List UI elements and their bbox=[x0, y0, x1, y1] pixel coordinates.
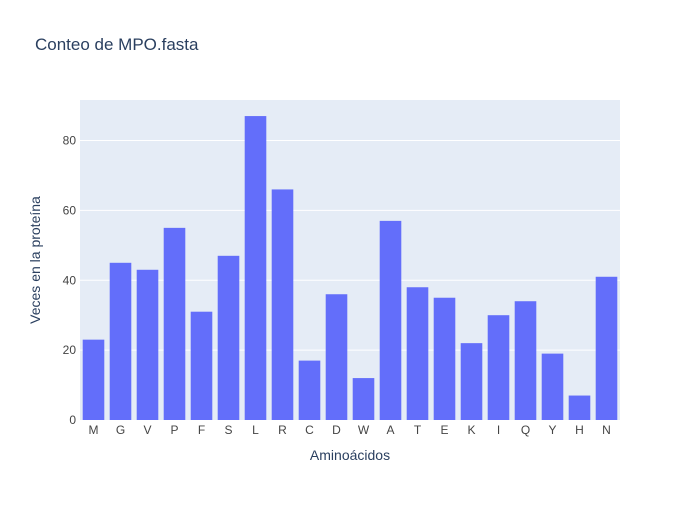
bar-Q[interactable] bbox=[514, 301, 537, 420]
x-tick-label-H: H bbox=[575, 423, 584, 437]
bar-E[interactable] bbox=[433, 297, 456, 420]
bar-K[interactable] bbox=[460, 343, 483, 420]
y-axis-title: Veces en la proteína bbox=[27, 196, 43, 324]
x-tick-label-L: L bbox=[252, 423, 259, 437]
bar-Y[interactable] bbox=[541, 353, 564, 420]
x-tick-label-V: V bbox=[143, 423, 151, 437]
bar-T[interactable] bbox=[406, 287, 429, 420]
bar-C[interactable] bbox=[298, 360, 321, 420]
bar-M[interactable] bbox=[82, 339, 105, 420]
bar-W[interactable] bbox=[352, 378, 375, 420]
bar-D[interactable] bbox=[325, 294, 348, 420]
x-tick-label-A: A bbox=[386, 423, 394, 437]
x-tick-label-I: I bbox=[497, 423, 500, 437]
bar-F[interactable] bbox=[190, 311, 213, 420]
x-tick-label-R: R bbox=[278, 423, 287, 437]
x-tick-label-Q: Q bbox=[521, 423, 530, 437]
x-tick-label-N: N bbox=[602, 423, 611, 437]
bar-L[interactable] bbox=[244, 116, 267, 420]
bar-S[interactable] bbox=[217, 255, 240, 420]
bar-A[interactable] bbox=[379, 220, 402, 420]
y-tick-labels: 0 20 40 60 80 bbox=[63, 134, 77, 427]
x-tick-label-K: K bbox=[467, 423, 475, 437]
x-tick-label-E: E bbox=[440, 423, 448, 437]
x-tick-label-G: G bbox=[116, 423, 125, 437]
y-tick-label: 0 bbox=[69, 413, 76, 427]
x-tick-label-S: S bbox=[224, 423, 232, 437]
bar-P[interactable] bbox=[163, 227, 186, 420]
chart-title: Conteo de MPO.fasta bbox=[35, 35, 199, 54]
x-tick-label-D: D bbox=[332, 423, 341, 437]
bar-I[interactable] bbox=[487, 315, 510, 420]
bar-V[interactable] bbox=[136, 269, 159, 420]
x-tick-label-C: C bbox=[305, 423, 314, 437]
x-tick-label-T: T bbox=[414, 423, 422, 437]
x-tick-label-F: F bbox=[198, 423, 205, 437]
x-tick-label-P: P bbox=[170, 423, 178, 437]
y-tick-label: 60 bbox=[63, 203, 77, 217]
bar-R[interactable] bbox=[271, 189, 294, 420]
x-tick-label-Y: Y bbox=[548, 423, 556, 437]
bar-G[interactable] bbox=[109, 262, 132, 420]
y-tick-label: 20 bbox=[63, 343, 77, 357]
x-tick-label-W: W bbox=[358, 423, 370, 437]
y-tick-label: 40 bbox=[63, 273, 77, 287]
bars bbox=[82, 116, 618, 420]
bar-N[interactable] bbox=[595, 276, 618, 420]
x-tick-label-M: M bbox=[89, 423, 99, 437]
y-tick-label: 80 bbox=[63, 134, 77, 148]
x-axis-title: Aminoácidos bbox=[310, 447, 390, 463]
plot-area bbox=[80, 100, 620, 420]
bar-H[interactable] bbox=[568, 395, 591, 420]
